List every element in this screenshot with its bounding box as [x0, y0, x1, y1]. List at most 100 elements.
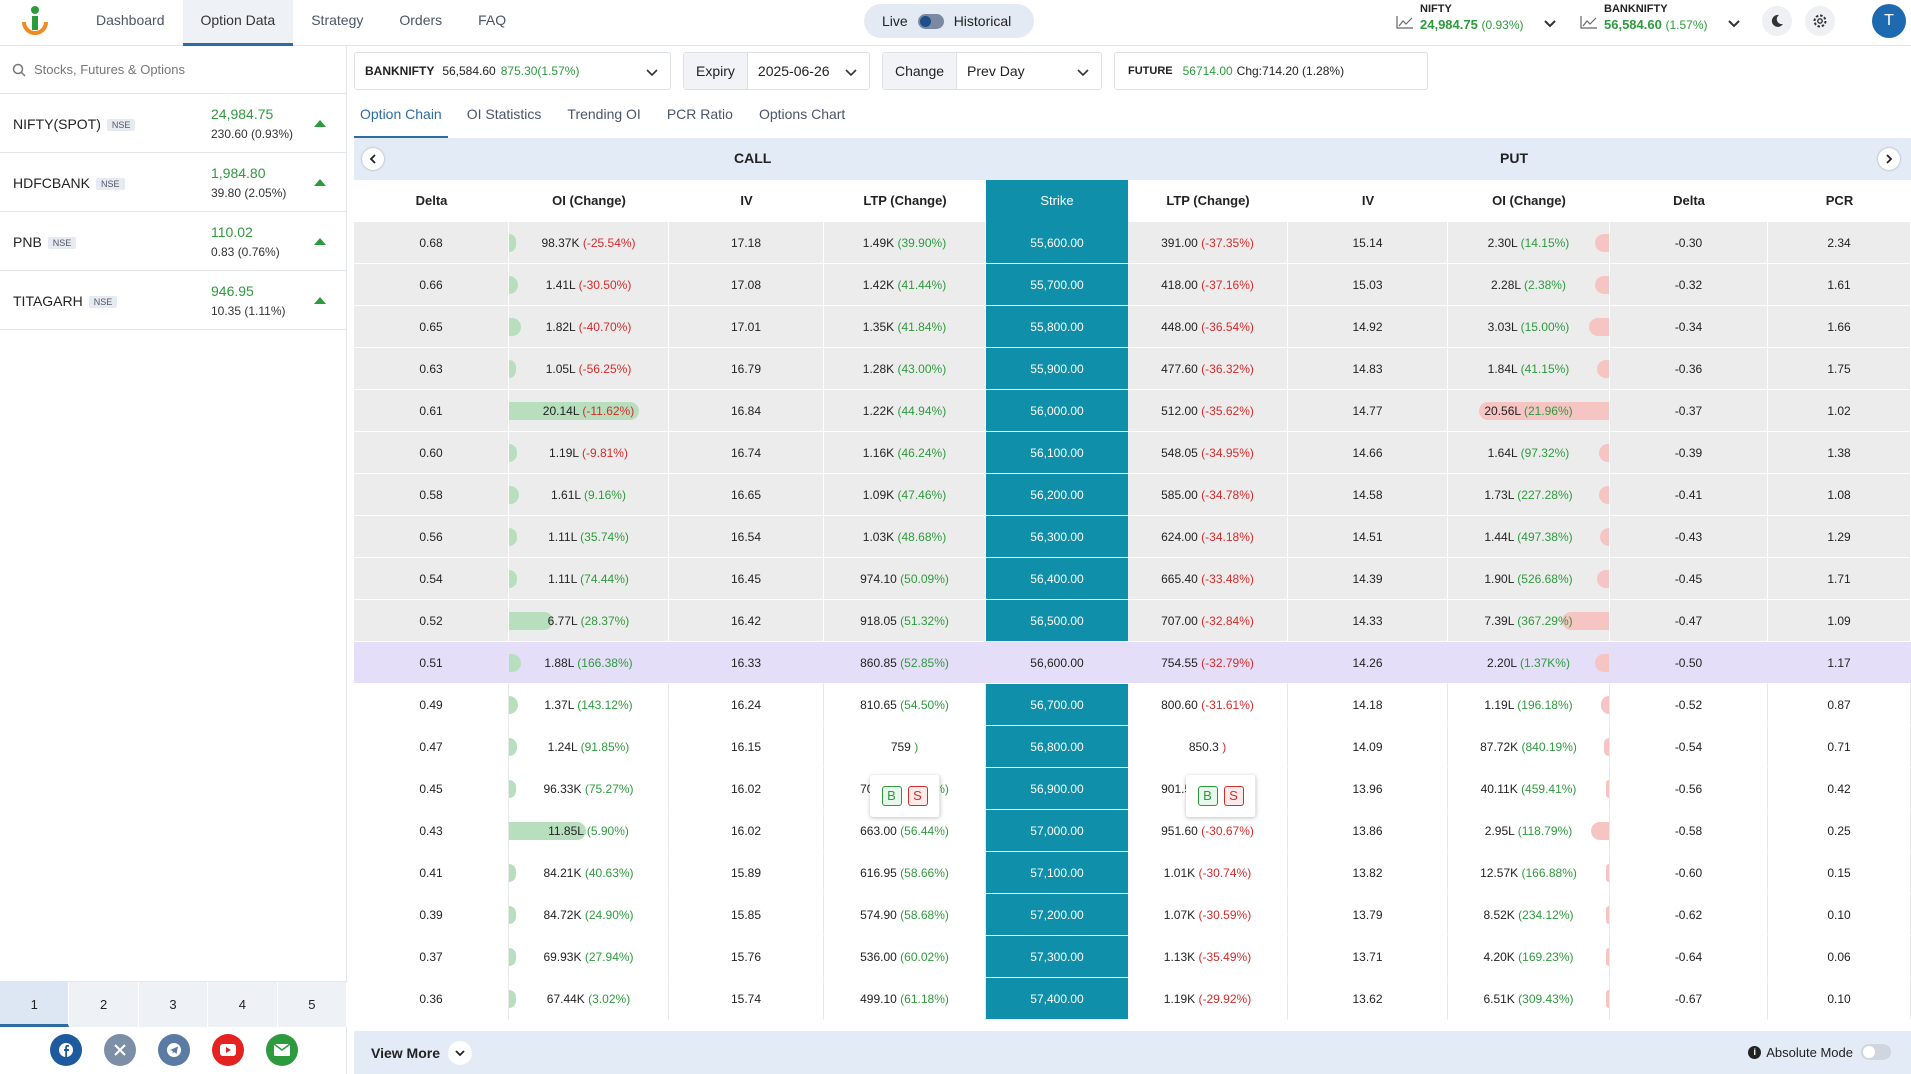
call-oi-cell[interactable]: 1.05L (-56.25%) — [509, 348, 669, 390]
tab-pcr-ratio[interactable]: PCR Ratio — [666, 106, 733, 122]
dark-mode-button[interactable] — [1762, 6, 1792, 36]
put-oi-cell[interactable]: 1.44L (497.38%) — [1448, 516, 1610, 558]
call-oi-cell[interactable]: 6.77L (28.37%) — [509, 600, 669, 642]
call-oi-cell[interactable]: 1.82L (-40.70%) — [509, 306, 669, 348]
call-oi-cell[interactable]: 1.11L (74.44%) — [509, 558, 669, 600]
put-ltp-cell[interactable]: 624.00 (-34.18%) — [1128, 516, 1288, 558]
live-historical-toggle[interactable]: Live Historical — [864, 4, 1034, 38]
call-oi-cell[interactable]: 1.41L (-30.50%) — [509, 264, 669, 306]
buy-button[interactable]: B — [1197, 785, 1218, 806]
call-oi-cell[interactable]: 1.19L (-9.81%) — [509, 432, 669, 474]
put-oi-cell[interactable]: 40.11K (459.41%) — [1448, 768, 1610, 810]
call-ltp-cell[interactable]: 1.16K (46.24%) — [824, 432, 986, 474]
watchlist-item[interactable]: PNB NSE 110.02 0.83 (0.76%) — [0, 212, 346, 271]
call-oi-cell[interactable]: 1.24L (91.85%) — [509, 726, 669, 768]
put-ltp-cell[interactable]: 448.00 (-36.54%) — [1128, 306, 1288, 348]
watchlist-page-1[interactable]: 1 — [0, 982, 70, 1027]
nifty-index[interactable]: NIFTY 24,984.75 (0.93%) — [1396, 3, 1562, 35]
settings-button[interactable] — [1805, 6, 1835, 36]
nav-strategy[interactable]: Strategy — [311, 12, 364, 28]
buy-button[interactable]: B — [881, 785, 902, 806]
call-oi-cell[interactable]: 11.85L (5.90%) — [509, 810, 669, 852]
call-oi-cell[interactable]: 1.37L (143.12%) — [509, 684, 669, 726]
call-oi-cell[interactable]: 84.21K (40.63%) — [509, 852, 669, 894]
put-oi-cell[interactable]: 7.39L (367.29%) — [1448, 600, 1610, 642]
put-oi-cell[interactable]: 1.90L (526.68%) — [1448, 558, 1610, 600]
tab-trending-oi[interactable]: Trending OI — [567, 106, 641, 122]
change-select[interactable]: Change Prev Day — [882, 52, 1102, 90]
telegram-icon[interactable] — [157, 1034, 190, 1066]
call-ltp-cell[interactable]: 1.22K (44.94%) — [824, 390, 986, 432]
call-ltp-cell[interactable]: 1.28K (43.00%) — [824, 348, 986, 390]
put-oi-cell[interactable]: 87.72K (840.19%) — [1448, 726, 1610, 768]
scroll-left-button[interactable] — [362, 148, 384, 170]
put-oi-cell[interactable]: 1.64L (97.32%) — [1448, 432, 1610, 474]
tab-oi-statistics[interactable]: OI Statistics — [466, 106, 542, 122]
put-oi-cell[interactable]: 6.51K (309.43%) — [1448, 978, 1610, 1020]
put-ltp-cell[interactable]: 585.00 (-34.78%) — [1128, 474, 1288, 516]
chevron-down-icon[interactable] — [644, 64, 660, 80]
watchlist-page-3[interactable]: 3 — [139, 982, 209, 1027]
watchlist-item[interactable]: HDFCBANK NSE 1,984.80 39.80 (2.05%) — [0, 153, 346, 212]
tab-option-chain[interactable]: Option Chain — [354, 100, 448, 138]
scroll-right-button[interactable] — [1878, 148, 1900, 170]
put-ltp-cell[interactable]: 548.05 (-34.95%) — [1128, 432, 1288, 474]
call-oi-cell[interactable]: 98.37K (-25.54%) — [509, 222, 669, 264]
watchlist-item[interactable]: TITAGARH NSE 946.95 10.35 (1.11%) — [0, 271, 346, 330]
chevron-down-icon[interactable] — [843, 64, 859, 80]
put-oi-cell[interactable]: 12.57K (166.88%) — [1448, 852, 1610, 894]
watchlist-page-2[interactable]: 2 — [69, 982, 139, 1027]
x-icon[interactable] — [103, 1034, 136, 1066]
sell-button[interactable]: S — [1223, 785, 1244, 806]
put-ltp-cell[interactable]: 1.19K (-29.92%) — [1128, 978, 1288, 1020]
call-oi-cell[interactable]: 69.93K (27.94%) — [509, 936, 669, 978]
chevron-down-icon[interactable] — [1538, 11, 1562, 35]
nav-faq[interactable]: FAQ — [478, 12, 507, 28]
put-ltp-cell[interactable]: 1.01K (-30.74%) — [1128, 852, 1288, 894]
call-ltp-cell[interactable]: 663.00 (56.44%) — [824, 810, 986, 852]
call-ltp-cell[interactable]: 810.65 (54.50%) — [824, 684, 986, 726]
nav-orders[interactable]: Orders — [399, 12, 443, 28]
put-oi-cell[interactable]: 2.30L (14.15%) — [1448, 222, 1610, 264]
chevron-down-icon[interactable] — [1075, 64, 1091, 80]
put-oi-cell[interactable]: 8.52K (234.12%) — [1448, 894, 1610, 936]
put-ltp-cell[interactable]: 418.00 (-37.16%) — [1128, 264, 1288, 306]
sell-button[interactable]: S — [907, 785, 928, 806]
absolute-mode-switch[interactable] — [1861, 1044, 1891, 1060]
put-oi-cell[interactable]: 3.03L (15.00%) — [1448, 306, 1610, 348]
put-ltp-cell[interactable]: 800.60 (-31.61%) — [1128, 684, 1288, 726]
call-oi-cell[interactable]: 84.72K (24.90%) — [509, 894, 669, 936]
watchlist-page-5[interactable]: 5 — [278, 982, 348, 1027]
expiry-select[interactable]: Expiry 2025-06-26 — [683, 52, 870, 90]
put-ltp-cell[interactable]: 512.00 (-35.62%) — [1128, 390, 1288, 432]
put-oi-cell[interactable]: 2.20L (1.37K%) — [1448, 642, 1610, 684]
call-ltp-cell[interactable]: 1.09K (47.46%) — [824, 474, 986, 516]
user-avatar[interactable]: T — [1872, 4, 1906, 38]
put-ltp-cell[interactable]: 850.3 ) B S — [1128, 726, 1288, 817]
call-ltp-cell[interactable]: 1.42K (41.44%) — [824, 264, 986, 306]
email-icon[interactable] — [265, 1034, 298, 1066]
call-oi-cell[interactable]: 1.88L (166.38%) — [509, 642, 669, 684]
put-ltp-cell[interactable]: 707.00 (-32.84%) — [1128, 600, 1288, 642]
call-oi-cell[interactable]: 67.44K (3.02%) — [509, 978, 669, 1020]
put-ltp-cell[interactable]: 1.07K (-30.59%) — [1128, 894, 1288, 936]
put-oi-cell[interactable]: 20.56L (21.96%) — [1448, 390, 1610, 432]
put-oi-cell[interactable]: 4.20K (169.23%) — [1448, 936, 1610, 978]
view-more-toggle[interactable] — [448, 1040, 472, 1065]
watchlist-item[interactable]: NIFTY(SPOT) NSE 24,984.75 230.60 (0.93%) — [0, 94, 346, 153]
put-oi-cell[interactable]: 1.84L (41.15%) — [1448, 348, 1610, 390]
call-ltp-cell[interactable]: 918.05 (51.32%) — [824, 600, 986, 642]
call-oi-cell[interactable]: 1.61L (9.16%) — [509, 474, 669, 516]
put-ltp-cell[interactable]: 754.55 (-32.79%) — [1128, 642, 1288, 684]
call-oi-cell[interactable]: 96.33K (75.27%) — [509, 768, 669, 810]
tab-options-chart[interactable]: Options Chart — [758, 106, 846, 122]
put-ltp-cell[interactable]: 1.13K (-35.49%) — [1128, 936, 1288, 978]
put-oi-cell[interactable]: 1.19L (196.18%) — [1448, 684, 1610, 726]
search-input[interactable]: Stocks, Futures & Options — [34, 62, 186, 77]
app-logo-icon[interactable] — [20, 5, 50, 39]
put-oi-cell[interactable]: 2.95L (118.79%) — [1448, 810, 1610, 852]
call-ltp-cell[interactable]: 1.35K (41.84%) — [824, 306, 986, 348]
mode-switch[interactable] — [917, 13, 944, 29]
call-ltp-cell[interactable]: 574.90 (58.68%) — [824, 894, 986, 936]
call-ltp-cell[interactable]: 616.95 (58.66%) — [824, 852, 986, 894]
